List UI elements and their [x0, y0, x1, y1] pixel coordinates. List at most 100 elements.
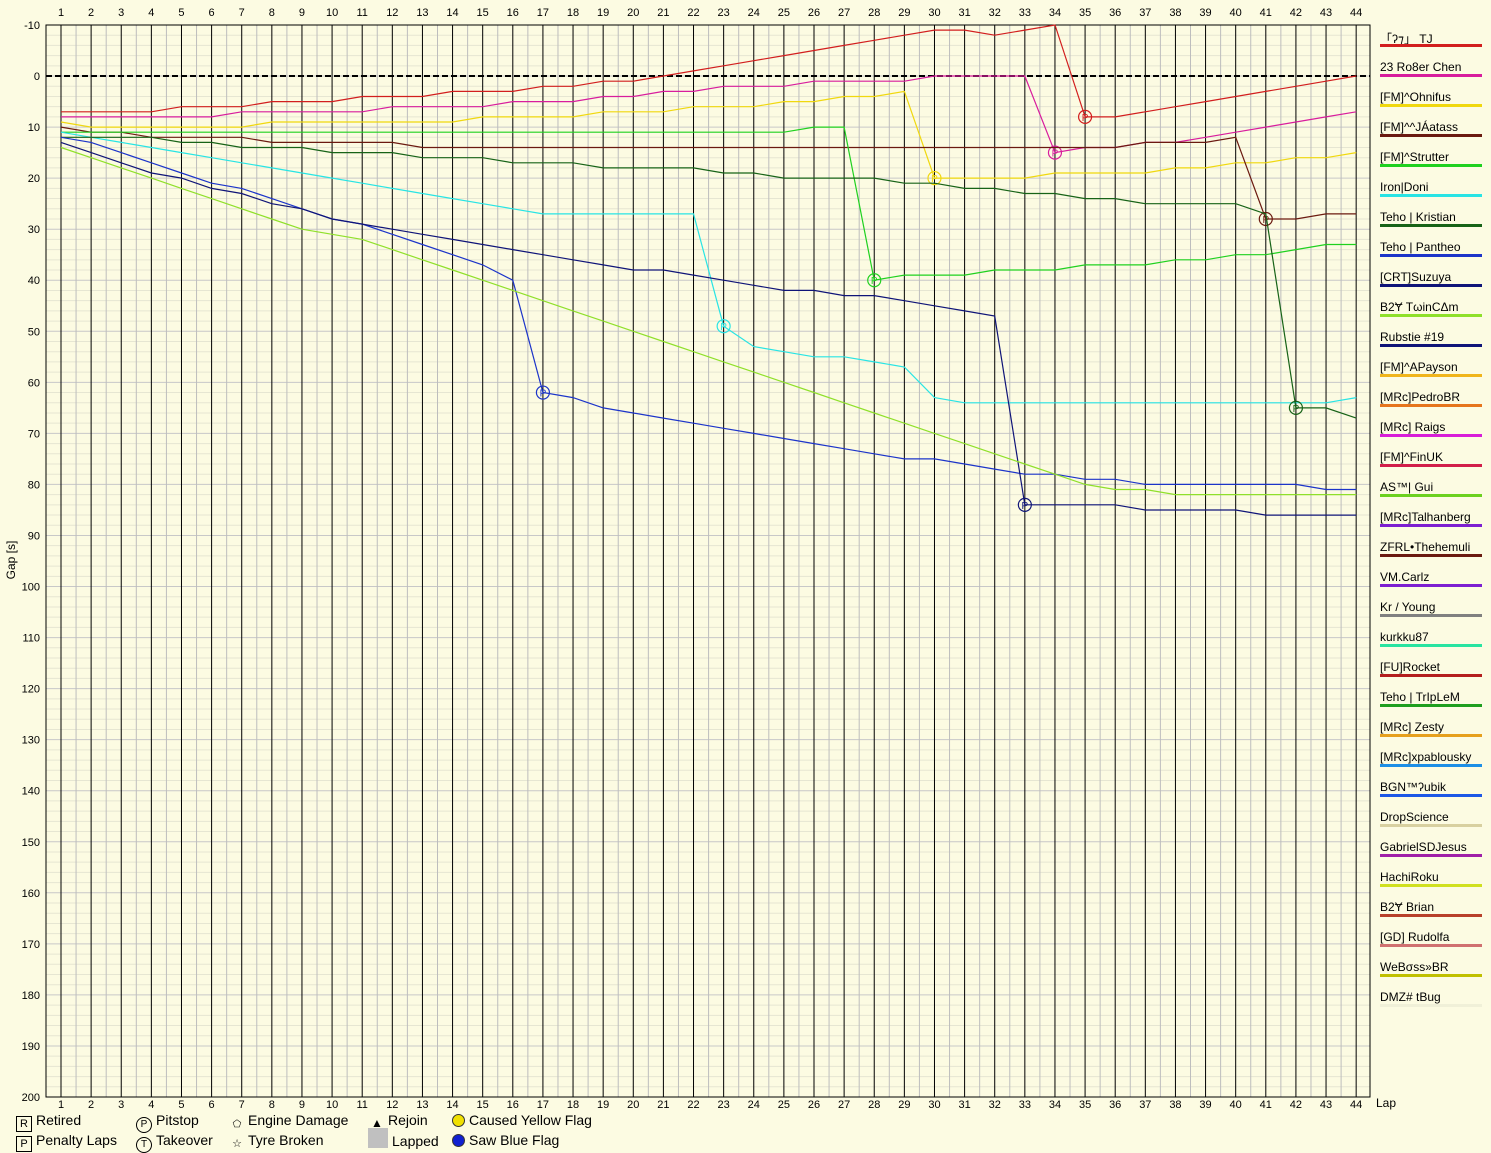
legend-swatch [1380, 74, 1482, 77]
x-tick-label-bottom: 23 [718, 1099, 730, 1111]
legend-swatch [1380, 794, 1482, 797]
y-tick-label: 100 [22, 582, 40, 594]
x-tick-label-top: 2 [88, 7, 94, 19]
legend-swatch [1380, 764, 1482, 767]
legend-label: [FM]^Ohnifus [1380, 90, 1451, 104]
legend-swatch [1380, 284, 1482, 287]
x-tick-label-top: 18 [567, 7, 579, 19]
legend-swatch [1380, 554, 1482, 557]
x-tick-label-top: 9 [299, 7, 305, 19]
legend-entry: kurkku87 [1380, 626, 1485, 656]
x-tick-label-bottom: 17 [537, 1099, 549, 1111]
series-line [60, 146, 1357, 496]
legend-swatch [1380, 224, 1482, 227]
series-line [60, 136, 1357, 491]
legend-entry: DMZ# tBug [1380, 986, 1485, 1016]
y-tick-label: 140 [22, 786, 40, 798]
y-tick-label: 90 [28, 530, 40, 542]
x-tick-label-top: 19 [597, 7, 609, 19]
legend-swatch [1380, 104, 1482, 107]
legend-label: [MRc]xpablousky [1380, 750, 1472, 764]
legend-entry: Teho | Pantheo [1380, 236, 1485, 266]
key-lapped: Lapped [368, 1128, 439, 1149]
key-rejoin-label: Rejoin [388, 1112, 428, 1128]
x-tick-label-bottom: 38 [1169, 1099, 1181, 1111]
legend-entry: B2Ɏ Brian [1380, 896, 1485, 926]
y-tick-label: 40 [28, 275, 40, 287]
legend-swatch [1380, 194, 1482, 197]
key-blue: Saw Blue Flag [452, 1132, 559, 1148]
legend-label: ZFRL•Thehemuli [1380, 540, 1471, 554]
legend-swatch [1380, 344, 1482, 347]
x-tick-label-top: 29 [898, 7, 910, 19]
legend-entry: [MRc]PedroBR [1380, 386, 1485, 416]
key-blue-label: Saw Blue Flag [469, 1132, 560, 1148]
y-tick-label: 150 [22, 837, 40, 849]
lapped-icon [368, 1128, 388, 1148]
x-tick-label-bottom: 9 [299, 1099, 305, 1111]
axis-ticks: -100102030405060708090100110120130140150… [22, 7, 1363, 1111]
pitstop-marker [867, 273, 882, 288]
legend-label: [MRc]Talhanberg [1380, 510, 1471, 524]
legend-label: Teho | Kristian [1380, 210, 1456, 224]
x-tick-label-bottom: 10 [326, 1099, 338, 1111]
legend-label: 23 Ro8er Chen [1380, 60, 1462, 74]
legend-label: kurkku87 [1380, 630, 1429, 644]
x-tick-label-bottom: 11 [356, 1099, 367, 1111]
retired-icon: R [16, 1116, 32, 1132]
x-tick-label-top: 4 [148, 7, 154, 19]
legend-entry: VM.Carlz [1380, 566, 1485, 596]
legend-entry: [FM]^^JÁatass [1380, 116, 1485, 146]
series-line [60, 90, 1357, 179]
legend-label: AS™| Gui [1380, 480, 1434, 494]
x-tick-label-top: 37 [1139, 7, 1151, 19]
legend-label: [FM]^FinUK [1380, 450, 1443, 464]
legend-entry: B2Ɏ TωinCΔm [1380, 296, 1485, 326]
key-pitstop: P Pitstop [136, 1112, 199, 1133]
x-tick-label-top: 7 [239, 7, 245, 19]
y-tick-label: 30 [28, 224, 40, 236]
x-tick-label-top: 28 [868, 7, 880, 19]
key-tyre: ☆ Tyre Broken [230, 1132, 323, 1151]
tyre-broken-icon: ☆ [232, 1138, 242, 1150]
x-tick-label-top: 38 [1169, 7, 1181, 19]
legend-swatch [1380, 1004, 1482, 1007]
x-tick-label-bottom: 30 [928, 1099, 940, 1111]
y-tick-label: 10 [28, 122, 40, 134]
x-tick-label-bottom: 34 [1049, 1099, 1061, 1111]
pitstop-marker-letter: P [931, 174, 938, 185]
legend-label: Iron|Doni [1380, 180, 1429, 194]
x-tick-label-bottom: 28 [868, 1099, 880, 1111]
x-tick-label-top: 12 [386, 7, 398, 19]
legend-entry: [MRc] Zesty [1380, 716, 1485, 746]
x-tick-label-bottom: 18 [567, 1099, 579, 1111]
legend-entry: [CRT]Suzuya [1380, 266, 1485, 296]
y-tick-label: 110 [22, 633, 40, 645]
x-tick-label-bottom: 37 [1139, 1099, 1151, 1111]
legend-entry: [FU]Rocket [1380, 656, 1485, 686]
legend-swatch [1380, 164, 1482, 167]
x-tick-label-top: 25 [778, 7, 790, 19]
legend-swatch [1380, 944, 1482, 947]
x-tick-label-bottom: 19 [597, 1099, 609, 1111]
pitstop-marker [1288, 400, 1304, 415]
engine-damage-icon: ⬠ [232, 1119, 242, 1130]
y-tick-label: 80 [28, 479, 40, 491]
legend-label: [FM]^^JÁatass [1380, 120, 1458, 134]
key-lapped-label: Lapped [392, 1133, 439, 1149]
legend-swatch [1380, 914, 1482, 917]
key-penalty-label: Penalty Laps [36, 1132, 117, 1148]
legend-entry: [FM]^Strutter [1380, 146, 1485, 176]
x-tick-label-top: 10 [326, 7, 338, 19]
legend-label: Kr / Young [1380, 600, 1436, 614]
legend-label: B2Ɏ Brian [1380, 900, 1435, 914]
legend-entry: [FM]^Ohnifus [1380, 86, 1485, 116]
series-line [61, 126, 1357, 281]
x-tick-label-top: 22 [687, 7, 699, 19]
legend-label: HachiRoku [1380, 870, 1439, 884]
legend-swatch [1380, 704, 1482, 707]
legend-entry: HachiRoku [1380, 866, 1485, 896]
pitstop-marker [1047, 145, 1063, 160]
x-tick-label-bottom: 21 [657, 1099, 669, 1111]
